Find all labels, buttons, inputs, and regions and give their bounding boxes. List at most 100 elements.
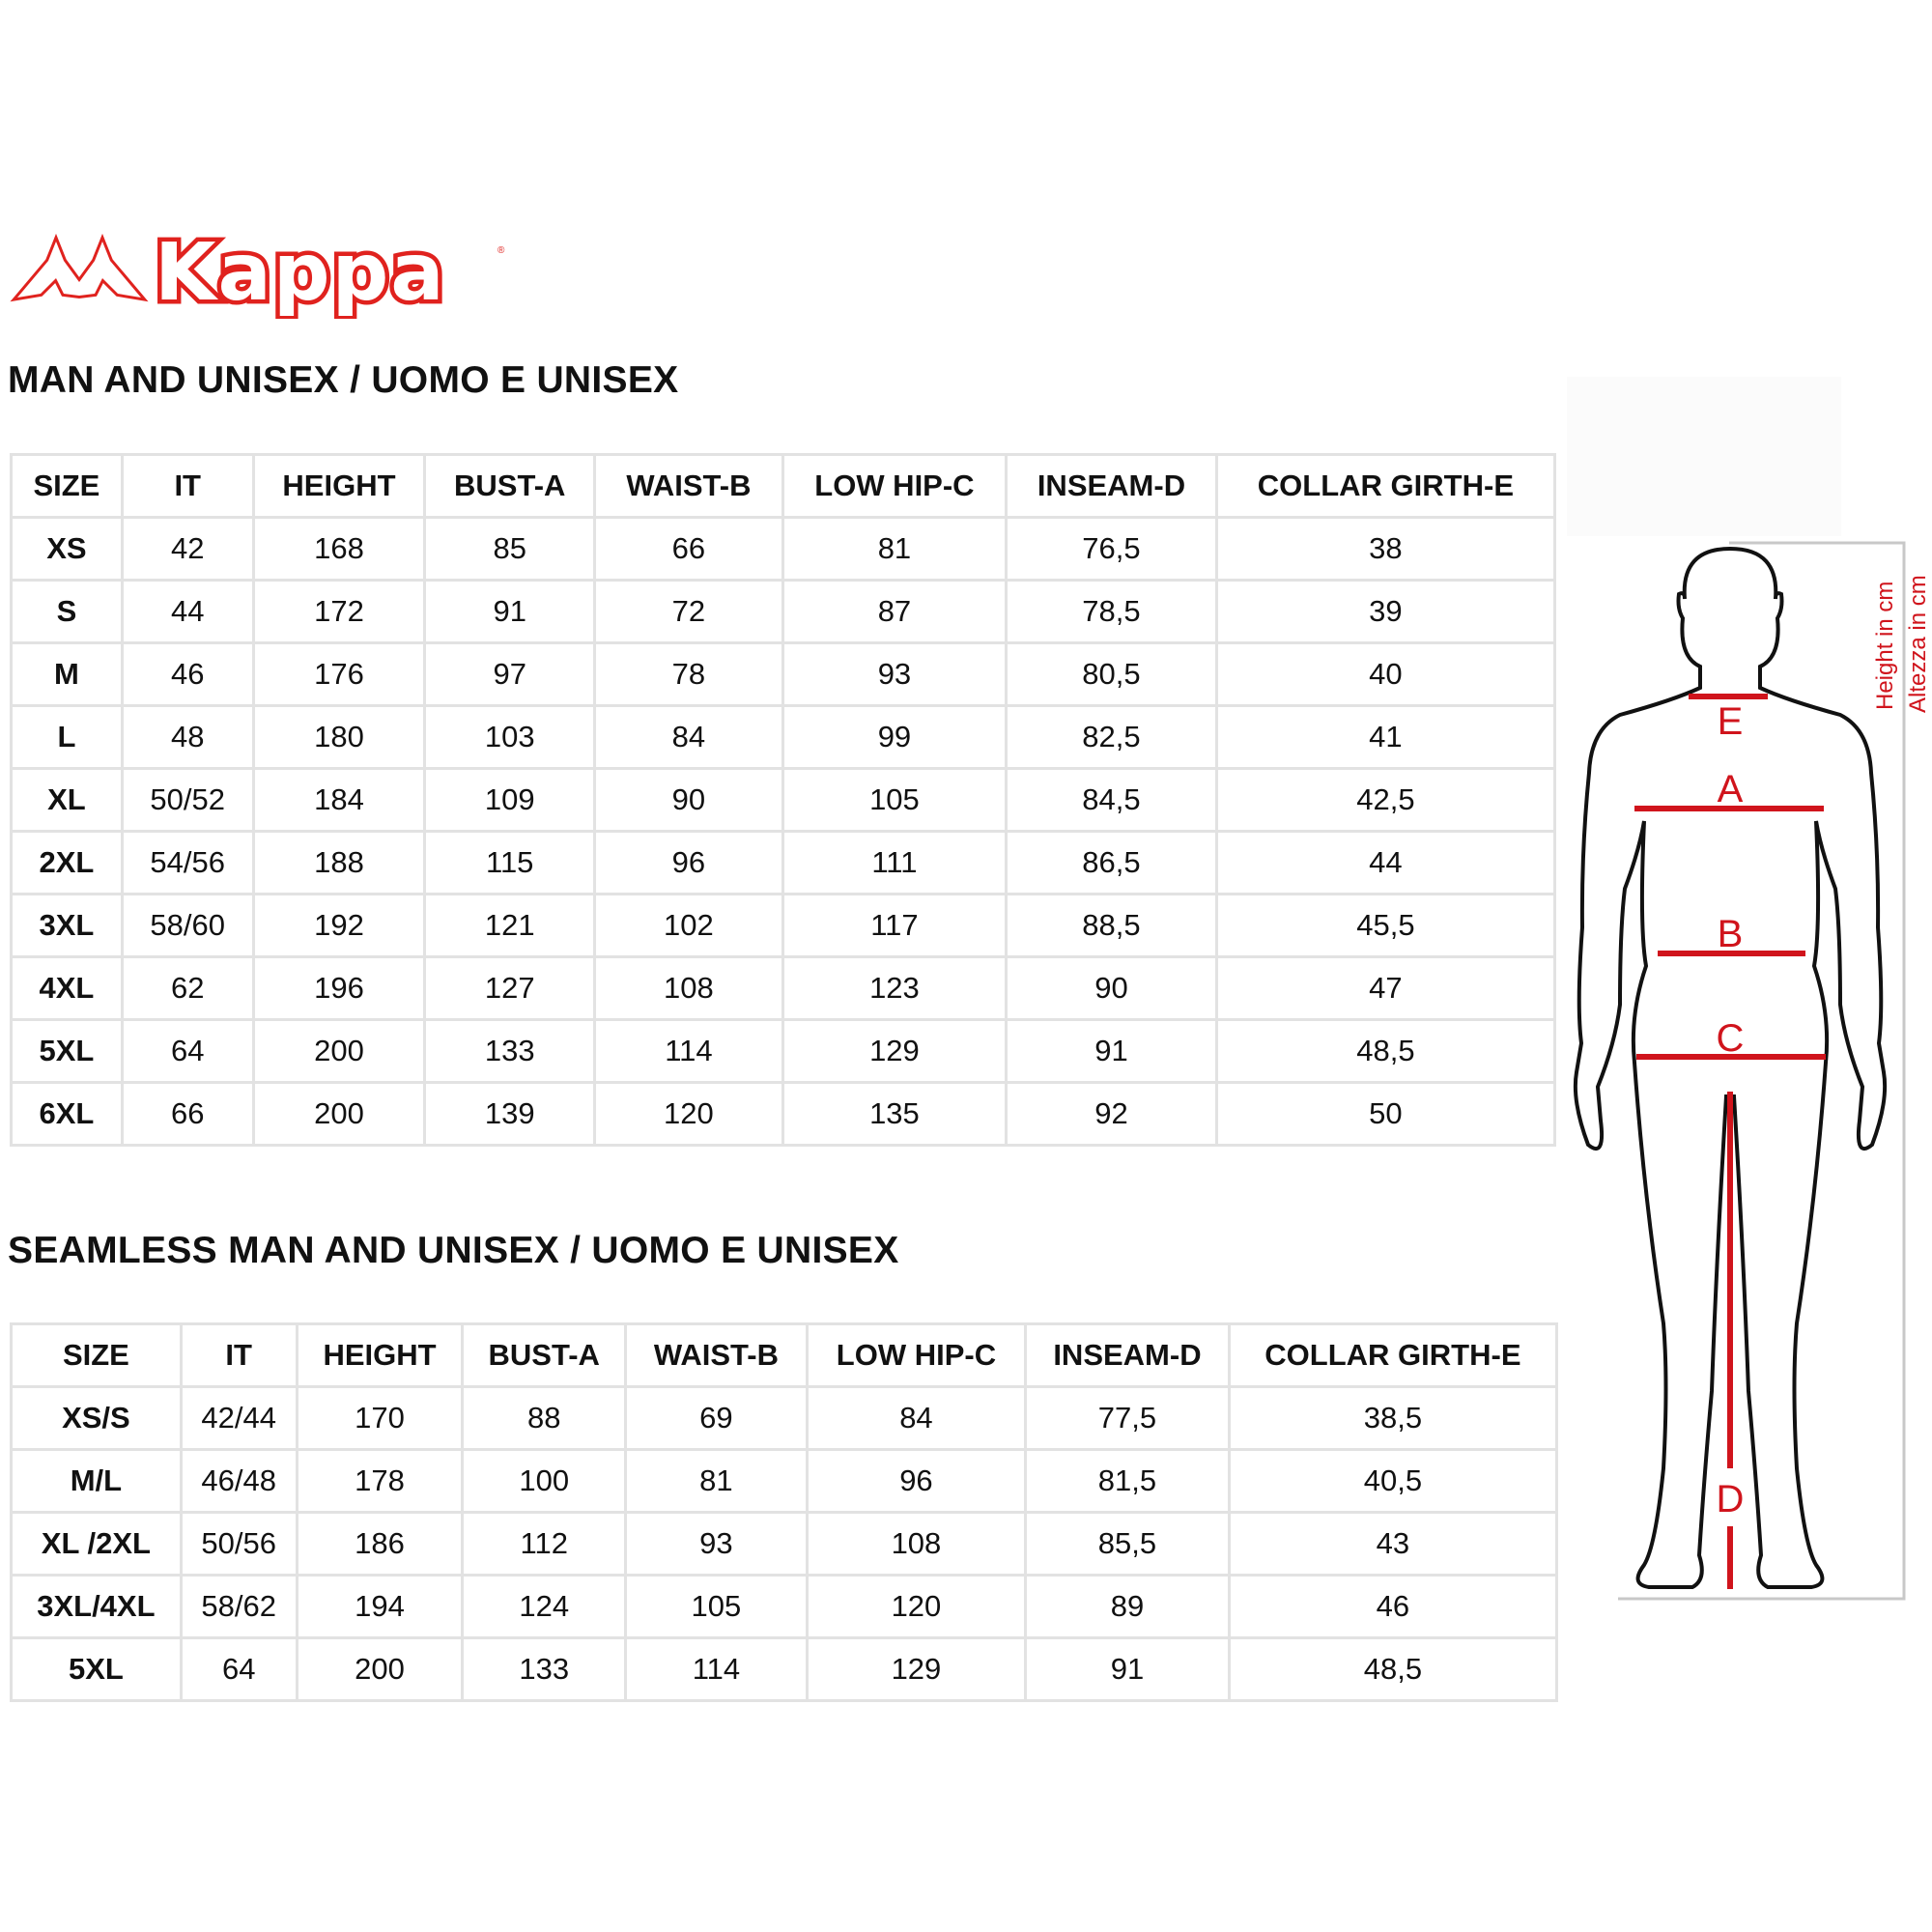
table-row: 2XL 54/56 188 115 96 111 86,5 44 [10, 830, 1557, 895]
size-cell: 5XL [10, 1636, 183, 1702]
table-row: M/L 46/48 178 100 81 96 81,5 40,5 [10, 1448, 1559, 1514]
value-cell: 89 [1024, 1574, 1231, 1639]
table-row: 6XL 66 200 139 120 135 92 50 [10, 1081, 1557, 1147]
value-cell: 46/48 [179, 1448, 298, 1514]
column-header: LOW HIP-C [781, 453, 1009, 519]
table2-title: SEAMLESS MAN AND UNISEX / UOMO E UNISEX [8, 1230, 899, 1271]
value-cell: 103 [423, 704, 597, 770]
value-cell: 133 [461, 1636, 628, 1702]
value-cell: 135 [781, 1081, 1009, 1147]
label-e: E [1718, 700, 1744, 743]
value-cell: 85,5 [1024, 1511, 1231, 1577]
column-header: HEIGHT [251, 453, 427, 519]
column-header: COLLAR GIRTH-E [1214, 453, 1557, 519]
value-cell: 46 [1227, 1574, 1559, 1639]
value-cell: 69 [624, 1385, 809, 1451]
value-cell: 50 [1214, 1081, 1557, 1147]
value-cell: 42 [120, 516, 255, 582]
value-cell: 82,5 [1005, 704, 1218, 770]
value-cell: 186 [295, 1511, 465, 1577]
table-row: XS/S 42/44 170 88 69 84 77,5 38,5 [10, 1385, 1559, 1451]
value-cell: 64 [179, 1636, 298, 1702]
value-cell: 76,5 [1005, 516, 1218, 582]
label-a: A [1718, 768, 1744, 810]
value-cell: 111 [781, 830, 1009, 895]
kappa-logo: Kappa ® [10, 223, 505, 319]
value-cell: 86,5 [1005, 830, 1218, 895]
value-cell: 91 [1005, 1018, 1218, 1084]
value-cell: 77,5 [1024, 1385, 1231, 1451]
value-cell: 41 [1214, 704, 1557, 770]
value-cell: 84,5 [1005, 767, 1218, 833]
table-row: 3XL/4XL 58/62 194 124 105 120 89 46 [10, 1574, 1559, 1639]
value-cell: 66 [120, 1081, 255, 1147]
man-silhouette [1573, 546, 1888, 1589]
value-cell: 92 [1005, 1081, 1218, 1147]
value-cell: 172 [251, 579, 427, 644]
value-cell: 40,5 [1227, 1448, 1559, 1514]
value-cell: 108 [805, 1511, 1028, 1577]
column-header: LOW HIP-C [805, 1322, 1028, 1388]
value-cell: 45,5 [1214, 893, 1557, 958]
value-cell: 46 [120, 641, 255, 707]
value-cell: 139 [423, 1081, 597, 1147]
column-header: BUST-A [423, 453, 597, 519]
size-cell: 2XL [10, 830, 124, 895]
label-d: D [1717, 1478, 1745, 1520]
table-row: 3XL 58/60 192 121 102 117 88,5 45,5 [10, 893, 1557, 958]
value-cell: 121 [423, 893, 597, 958]
column-header: SIZE [10, 453, 124, 519]
size-cell: M/L [10, 1448, 183, 1514]
column-header: IT [120, 453, 255, 519]
size-cell: 4XL [10, 955, 124, 1021]
column-header: SIZE [10, 1322, 183, 1388]
table-row: M 46 176 97 78 93 80,5 40 [10, 641, 1557, 707]
size-cell: XL [10, 767, 124, 833]
value-cell: 47 [1214, 955, 1557, 1021]
value-cell: 48,5 [1214, 1018, 1557, 1084]
value-cell: 50/56 [179, 1511, 298, 1577]
table-row: 4XL 62 196 127 108 123 90 47 [10, 955, 1557, 1021]
column-header: HEIGHT [295, 1322, 465, 1388]
value-cell: 93 [624, 1511, 809, 1577]
column-header: BUST-A [461, 1322, 628, 1388]
size-table-man-unisex: SIZE IT HEIGHT BUST-A WAIST-B LOW HIP-C INSEAM… [10, 453, 1557, 1147]
value-cell: 42,5 [1214, 767, 1557, 833]
table-row: XS 42 168 85 66 81 76,5 38 [10, 516, 1557, 582]
value-cell: 120 [805, 1574, 1028, 1639]
value-cell: 88,5 [1005, 893, 1218, 958]
value-cell: 54/56 [120, 830, 255, 895]
value-cell: 48,5 [1227, 1636, 1559, 1702]
size-cell: S [10, 579, 124, 644]
value-cell: 99 [781, 704, 1009, 770]
size-cell: 6XL [10, 1081, 124, 1147]
value-cell: 39 [1214, 579, 1557, 644]
value-cell: 50/52 [120, 767, 255, 833]
value-cell: 105 [781, 767, 1009, 833]
value-cell: 78 [593, 641, 784, 707]
value-cell: 85 [423, 516, 597, 582]
value-cell: 124 [461, 1574, 628, 1639]
blank-panel [1567, 377, 1841, 536]
value-cell: 43 [1227, 1511, 1559, 1577]
value-cell: 168 [251, 516, 427, 582]
value-cell: 96 [805, 1448, 1028, 1514]
label-c: C [1717, 1017, 1745, 1060]
value-cell: 44 [1214, 830, 1557, 895]
value-cell: 115 [423, 830, 597, 895]
value-cell: 84 [593, 704, 784, 770]
header-row: SIZE IT HEIGHT BUST-A WAIST-B LOW HIP-C INSEAM… [10, 1322, 1559, 1388]
size-cell: M [10, 641, 124, 707]
size-cell: 3XL [10, 893, 124, 958]
column-header: WAIST-B [624, 1322, 809, 1388]
table-row: 5XL 64 200 133 114 129 91 48,5 [10, 1018, 1557, 1084]
table-row: XL /2XL 50/56 186 112 93 108 85,5 43 [10, 1511, 1559, 1577]
value-cell: 117 [781, 893, 1009, 958]
value-cell: 200 [251, 1018, 427, 1084]
value-cell: 58/62 [179, 1574, 298, 1639]
value-cell: 200 [251, 1081, 427, 1147]
value-cell: 88 [461, 1385, 628, 1451]
size-table-seamless: SIZE IT HEIGHT BUST-A WAIST-B LOW HIP-C INSEAM… [10, 1322, 1559, 1702]
value-cell: 129 [781, 1018, 1009, 1084]
